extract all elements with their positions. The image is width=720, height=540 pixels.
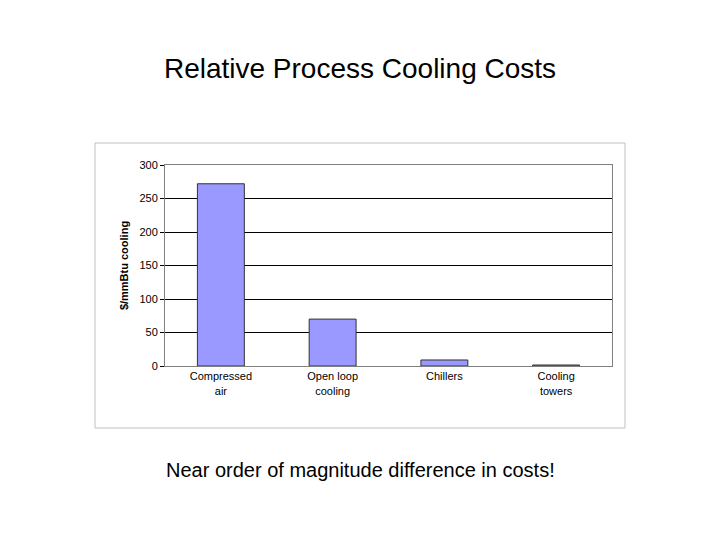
svg-text:300: 300 [139,159,157,171]
svg-text:Chillers: Chillers [426,370,463,382]
svg-text:Near order of magnitude differ: Near order of magnitude difference in co… [166,459,555,481]
svg-text:$/mmBtu cooling: $/mmBtu cooling [118,221,130,310]
svg-text:0: 0 [152,360,158,372]
svg-text:100: 100 [139,293,157,305]
svg-text:200: 200 [139,226,157,238]
svg-text:50: 50 [146,326,158,338]
svg-text:250: 250 [139,192,157,204]
svg-text:150: 150 [139,259,157,271]
svg-text:Coolingtowers: Coolingtowers [537,370,574,396]
svg-text:Compressedair: Compressedair [190,370,252,396]
svg-text:Relative Process Cooling Costs: Relative Process Cooling Costs [164,53,556,84]
svg-text:Open loopcooling: Open loopcooling [307,370,358,396]
